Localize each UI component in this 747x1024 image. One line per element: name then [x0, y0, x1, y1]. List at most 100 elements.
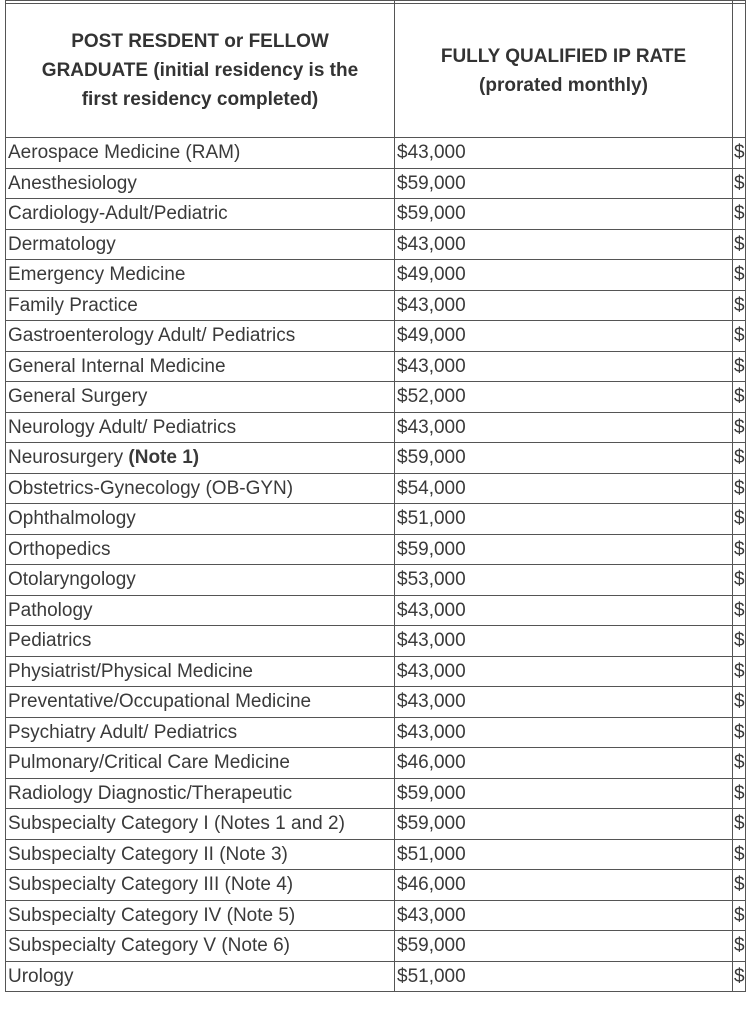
table-row: Cardiology-Adult/Pediatric $59,000 $	[5, 198, 746, 230]
clipped-cell: $	[732, 808, 746, 840]
specialty-cell: Neurosurgery (Note 1)	[5, 442, 395, 474]
rate-cell: $43,000	[394, 228, 733, 260]
specialty-cell: Obstetrics-Gynecology (OB-GYN)	[5, 472, 395, 504]
table-row: Dermatology $43,000 $	[5, 228, 746, 260]
rate-cell: $51,000	[394, 960, 733, 992]
specialty-name: Subspecialty Category IV (Note 5)	[8, 904, 296, 926]
specialty-cell: Cardiology-Adult/Pediatric	[5, 198, 395, 230]
specialty-cell: Subspecialty Category V (Note 6)	[5, 930, 395, 962]
clipped-cell: $	[732, 655, 746, 687]
specialty-cell: Preventative/Occupational Medicine	[5, 686, 395, 718]
specialty-cell: Pulmonary/Critical Care Medicine	[5, 747, 395, 779]
rate-cell: $51,000	[394, 503, 733, 535]
table-row: Orthopedics $59,000 $	[5, 533, 746, 565]
clipped-cell: $	[732, 198, 746, 230]
header-ip-rate-title: FULLY QUALIFIED IP RATE	[440, 45, 687, 67]
specialty-name: Psychiatry Adult/ Pediatrics	[8, 721, 238, 743]
rate-cell: $43,000	[394, 655, 733, 687]
specialty-name: Neurosurgery	[8, 447, 129, 469]
specialty-cell: Subspecialty Category II (Note 3)	[5, 838, 395, 870]
header-clipped	[732, 3, 746, 138]
header-specialty: POST RESDENT or FELLOW GRADUATE (initial…	[5, 3, 395, 138]
table-row: Pulmonary/Critical Care Medicine $46,000 $	[5, 747, 746, 779]
clipped-cell: $	[732, 594, 746, 626]
specialty-cell: Anesthesiology	[5, 167, 395, 199]
clipped-cell: $	[732, 899, 746, 931]
clipped-cell: $	[732, 747, 746, 779]
table-row: Gastroenterology Adult/ Pediatrics $49,00…	[5, 320, 746, 352]
clipped-cell: $	[732, 442, 746, 474]
specialty-cell: Emergency Medicine	[5, 259, 395, 291]
table-row: Ophthalmology $51,000 $	[5, 503, 746, 535]
header-ip-rate-subtitle: (prorated monthly)	[479, 74, 648, 96]
clipped-cell: $	[732, 838, 746, 870]
rate-cell: $59,000	[394, 442, 733, 474]
table-row: Obstetrics-Gynecology (OB-GYN) $54,000 $	[5, 472, 746, 504]
specialty-cell: Psychiatry Adult/ Pediatrics	[5, 716, 395, 748]
clipped-cell: $	[732, 930, 746, 962]
table-row: Psychiatry Adult/ Pediatrics $43,000 $	[5, 716, 746, 748]
rate-cell: $51,000	[394, 838, 733, 870]
specialty-name: Aerospace Medicine (RAM)	[8, 142, 241, 164]
clipped-cell: $	[732, 625, 746, 657]
table-row: Subspecialty Category I (Notes 1 and 2) $…	[5, 808, 746, 840]
rate-cell: $43,000	[394, 350, 733, 382]
clipped-cell: $	[732, 411, 746, 443]
table-row: Neurosurgery (Note 1) $59,000 $	[5, 442, 746, 474]
specialty-cell: Neurology Adult/ Pediatrics	[5, 411, 395, 443]
table-row: Subspecialty Category V (Note 6) $59,000 $	[5, 930, 746, 962]
table-row: Subspecialty Category III (Note 4) $46,00…	[5, 869, 746, 901]
specialty-cell: Family Practice	[5, 289, 395, 321]
specialty-cell: Pediatrics	[5, 625, 395, 657]
table-row: Emergency Medicine $49,000 $	[5, 259, 746, 291]
specialty-name: Family Practice	[8, 294, 138, 316]
specialty-name: Subspecialty Category V (Note 6)	[8, 935, 290, 957]
specialty-cell: Subspecialty Category III (Note 4)	[5, 869, 395, 901]
specialty-cell: Ophthalmology	[5, 503, 395, 535]
rate-cell: $46,000	[394, 747, 733, 779]
rate-cell: $43,000	[394, 289, 733, 321]
rate-cell: $49,000	[394, 320, 733, 352]
rate-cell: $43,000	[394, 411, 733, 443]
clipped-cell: $	[732, 259, 746, 291]
header-row: POST RESDENT or FELLOW GRADUATE (initial…	[5, 3, 746, 138]
specialty-cell: Physiatrist/Physical Medicine	[5, 655, 395, 687]
clipped-cell: $	[732, 137, 746, 169]
specialty-cell: Subspecialty Category I (Notes 1 and 2)	[5, 808, 395, 840]
table-body: Aerospace Medicine (RAM) $43,000 $ Anesthes…	[5, 137, 746, 992]
specialty-cell: Orthopedics	[5, 533, 395, 565]
clipped-cell: $	[732, 320, 746, 352]
clipped-cell: $	[732, 533, 746, 565]
table-row: Preventative/Occupational Medicine $43,00…	[5, 686, 746, 718]
specialty-cell: Pathology	[5, 594, 395, 626]
clipped-cell: $	[732, 381, 746, 413]
specialty-name: General Surgery	[8, 386, 148, 408]
table-row: Otolaryngology $53,000 $	[5, 564, 746, 596]
specialty-cell: Otolaryngology	[5, 564, 395, 596]
rate-cell: $43,000	[394, 594, 733, 626]
specialty-name: Preventative/Occupational Medicine	[8, 691, 312, 713]
specialty-name: Neurology Adult/ Pediatrics	[8, 416, 237, 438]
ip-rate-table: POST RESDENT or FELLOW GRADUATE (initial…	[5, 0, 746, 992]
specialty-name: Pediatrics	[8, 630, 92, 652]
specialty-name: Subspecialty Category I (Notes 1 and 2)	[8, 813, 345, 835]
table-row: General Surgery $52,000 $	[5, 381, 746, 413]
clipped-cell: $	[732, 472, 746, 504]
clipped-cell: $	[732, 686, 746, 718]
rate-cell: $59,000	[394, 533, 733, 565]
specialty-name: General Internal Medicine	[8, 355, 226, 377]
rate-cell: $52,000	[394, 381, 733, 413]
specialty-name: Subspecialty Category II (Note 3)	[8, 843, 288, 865]
specialty-cell: Urology	[5, 960, 395, 992]
specialty-name: Orthopedics	[8, 538, 111, 560]
rate-cell: $46,000	[394, 869, 733, 901]
table-row: Anesthesiology $59,000 $	[5, 167, 746, 199]
rate-cell: $54,000	[394, 472, 733, 504]
clipped-cell: $	[732, 289, 746, 321]
table-row: Radiology Diagnostic/Therapeutic $59,000 $	[5, 777, 746, 809]
rate-cell: $59,000	[394, 167, 733, 199]
specialty-name: Obstetrics-Gynecology (OB-GYN)	[8, 477, 294, 499]
table-row: Family Practice $43,000 $	[5, 289, 746, 321]
specialty-cell: Subspecialty Category IV (Note 5)	[5, 899, 395, 931]
specialty-name: Physiatrist/Physical Medicine	[8, 660, 253, 682]
